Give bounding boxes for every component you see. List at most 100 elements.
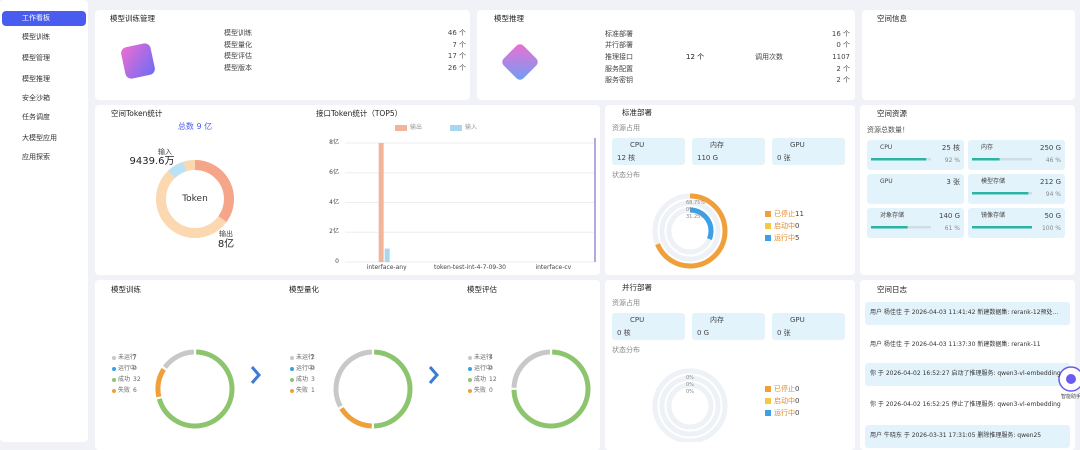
stat-value: 12 个 bbox=[686, 53, 705, 61]
sidebar bbox=[0, 0, 88, 442]
x-tick-label: interface-any bbox=[366, 264, 407, 271]
legend-swatch bbox=[450, 125, 462, 131]
resource-name: 内存 bbox=[710, 141, 724, 149]
stat-value: 1107 bbox=[832, 53, 850, 61]
y-tick-label: 6亿 bbox=[329, 168, 339, 176]
ring-segment bbox=[155, 349, 235, 429]
ring-label: 0% bbox=[686, 382, 694, 388]
ring-segment bbox=[666, 207, 714, 255]
legend-label: 未运行 bbox=[474, 354, 493, 361]
nav-item[interactable]: 大模型应用 bbox=[22, 134, 57, 142]
legend-value: 0 bbox=[311, 365, 315, 372]
ring-track bbox=[156, 160, 234, 238]
ring-segment bbox=[155, 349, 235, 429]
legend-swatch bbox=[765, 398, 771, 404]
panel bbox=[605, 280, 855, 450]
legend-value: 0 bbox=[795, 397, 800, 405]
section-label: 资源总数量！ bbox=[867, 126, 909, 134]
ring-label: 0% bbox=[686, 375, 694, 381]
progress-bar bbox=[871, 158, 927, 161]
legend-swatch bbox=[395, 125, 407, 131]
legend-value: 5 bbox=[795, 234, 800, 242]
panel-title: 模型训练 bbox=[111, 285, 141, 294]
nav-item[interactable]: 任务调度 bbox=[22, 113, 50, 121]
arrow bbox=[428, 366, 439, 384]
legend-label: 未运行 bbox=[296, 354, 315, 361]
resource-value: 12 核 bbox=[617, 154, 636, 162]
ring-track bbox=[666, 382, 714, 430]
legend-value: 8亿 bbox=[217, 239, 235, 250]
stat-label: 模型评估 bbox=[224, 52, 252, 60]
legend-label: 成功 bbox=[474, 376, 487, 383]
log-entry: 用户 杨佳佳 于 2026-04-03 11:41:42 新建数据集: rera… bbox=[870, 309, 1059, 316]
pct-label: 100 % bbox=[1041, 225, 1061, 232]
legend-label: 运行中 bbox=[474, 365, 493, 372]
stat-label: 推理接口 bbox=[605, 53, 633, 61]
panel-title: 空间Token统计 bbox=[111, 109, 163, 118]
legend-dot bbox=[290, 356, 294, 360]
legend-swatch bbox=[765, 410, 771, 416]
legend-dot bbox=[112, 389, 116, 393]
resource-card bbox=[772, 313, 845, 340]
ring-segment bbox=[155, 349, 235, 429]
pct-label: 46 % bbox=[1045, 157, 1061, 164]
legend-dot bbox=[468, 367, 472, 371]
center-label: Token bbox=[182, 194, 208, 204]
legend-swatch bbox=[765, 235, 771, 241]
stat-label: 服务密钥 bbox=[605, 76, 633, 84]
x-tick-label: interface-cv bbox=[535, 264, 572, 271]
legend-dot bbox=[112, 356, 116, 360]
legend-label: 失败 bbox=[474, 387, 487, 394]
progress-bar bbox=[972, 226, 1032, 229]
resource-value: 0 张 bbox=[777, 329, 791, 337]
stat-value: 26 个 bbox=[447, 64, 466, 72]
bar-track bbox=[972, 158, 1032, 161]
log-entry: 你 于 2026-04-02 16:52:27 启动了推理服务: qwen3-v… bbox=[870, 370, 1061, 377]
legend-value: 0 bbox=[795, 222, 800, 230]
stat-value: 2 个 bbox=[836, 65, 850, 73]
nav-item[interactable]: 应用探索 bbox=[22, 153, 50, 161]
legend-value: 11 bbox=[795, 210, 804, 218]
nav-item[interactable]: 模型训练 bbox=[22, 33, 50, 41]
panel bbox=[862, 10, 1075, 100]
stat-value: 46 个 bbox=[447, 29, 466, 37]
legend-dot bbox=[290, 389, 294, 393]
stat-label: 并行部署 bbox=[605, 41, 633, 49]
nav-item[interactable]: 模型管理 bbox=[22, 54, 50, 62]
log-entry: 用户 牛晓东 于 2026-03-31 17:31:05 删除推理服务: qwe… bbox=[870, 432, 1042, 439]
y-tick-label: 2亿 bbox=[329, 228, 339, 236]
nav-item[interactable]: 模型推理 bbox=[22, 75, 50, 83]
panel-title: 模型推理 bbox=[494, 14, 524, 23]
resource-value: 0 G bbox=[697, 329, 710, 337]
legend-dot bbox=[468, 378, 472, 382]
stat-label: 服务配置 bbox=[605, 65, 633, 73]
ring-segment bbox=[333, 349, 413, 429]
panel-title: 并行部署 bbox=[622, 283, 652, 292]
legend-value: 9439.6万 bbox=[129, 156, 175, 167]
legend-value: 12 bbox=[489, 376, 497, 383]
stat-label: 调用次数 bbox=[755, 53, 783, 61]
legend-value: 1 bbox=[311, 387, 315, 394]
legend-label: 输入 bbox=[465, 124, 478, 131]
section-label: 资源占用 bbox=[612, 299, 640, 307]
y-tick-label: 4亿 bbox=[329, 198, 339, 206]
assistant-icon bbox=[1066, 374, 1076, 384]
panel-title: 模型评估 bbox=[467, 285, 497, 294]
nav-item[interactable]: 工作看板 bbox=[22, 14, 50, 22]
arrow bbox=[250, 366, 261, 384]
stat-value: 16 个 bbox=[831, 30, 850, 38]
legend-label: 运行中 bbox=[296, 365, 315, 372]
ring-track bbox=[659, 375, 721, 437]
legend-value: 0 bbox=[795, 409, 800, 417]
log-entry: 你 于 2026-04-02 16:52:25 停止了推理服务: qwen3-v… bbox=[870, 401, 1061, 408]
nav-item[interactable]: 安全沙箱 bbox=[22, 94, 50, 102]
assistant-label[interactable]: 智能助手 bbox=[1060, 394, 1080, 400]
resource-value: 25 核 bbox=[941, 144, 960, 152]
stat-label: 标准部署 bbox=[605, 30, 633, 38]
legend-label: 已停止 bbox=[774, 210, 795, 218]
active-item[interactable] bbox=[2, 11, 86, 26]
legend-label: 运行中 bbox=[118, 365, 137, 372]
legend-label: 启动中 bbox=[774, 222, 795, 230]
resource-value: 0 张 bbox=[777, 154, 791, 162]
